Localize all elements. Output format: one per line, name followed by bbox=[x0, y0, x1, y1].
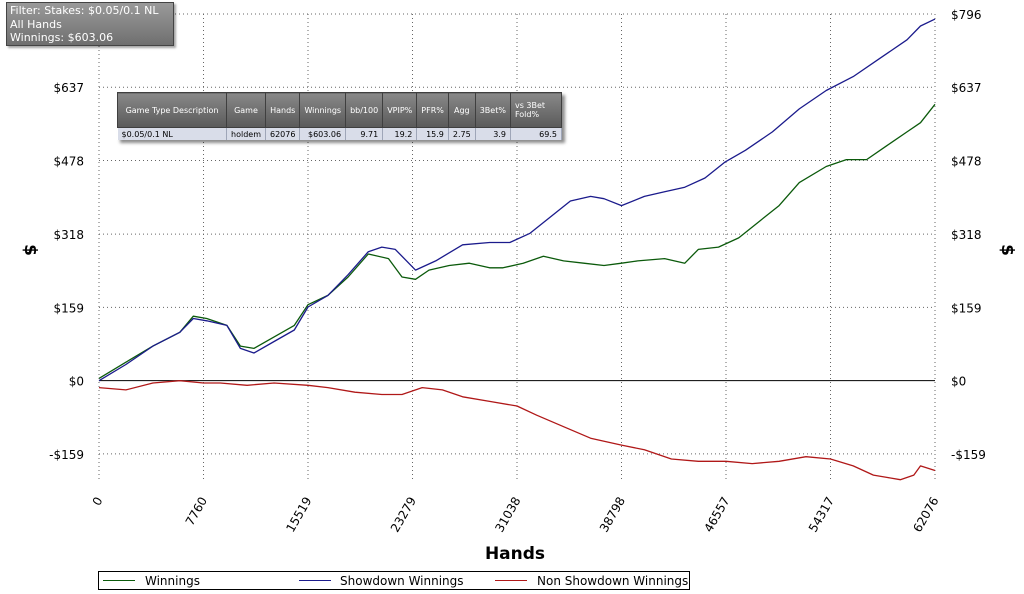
series-line-winnings bbox=[98, 103, 936, 379]
y-axis-label-left: $ bbox=[20, 244, 40, 256]
y-tick-label-right: $478 bbox=[951, 154, 982, 168]
header-game-type-description[interactable]: Game Type Description bbox=[117, 92, 227, 128]
header-agg[interactable]: Agg bbox=[447, 92, 476, 128]
filter-stakes-text: Filter: Stakes: $0.05/0.1 NL bbox=[10, 4, 159, 17]
cell-game: holdem bbox=[226, 127, 266, 140]
legend-swatch-showdown-winnings bbox=[299, 580, 331, 581]
header-vpip[interactable]: VPIP% bbox=[382, 92, 418, 128]
y-ticks-right: -$159 $0 $159 $318 $478 $637 $796 bbox=[951, 8, 986, 462]
x-grid-lines bbox=[98, 14, 936, 482]
y-tick-label-left: $478 bbox=[53, 154, 84, 168]
series-lines bbox=[98, 18, 936, 481]
series-line-showdown-winnings bbox=[98, 18, 936, 382]
header-winnings[interactable]: Winnings bbox=[299, 92, 347, 128]
y-tick-label-left: $0 bbox=[69, 375, 84, 389]
legend-label-showdown-winnings: Showdown Winnings bbox=[340, 574, 464, 588]
y-tick-label-right: $0 bbox=[951, 375, 966, 389]
x-tick-label: 38798 bbox=[597, 495, 628, 535]
cell-pfr: 15.9 bbox=[416, 127, 449, 140]
x-tick-label: 31038 bbox=[492, 495, 523, 535]
y-tick-label-right: $637 bbox=[951, 81, 982, 95]
y-tick-label-left: $637 bbox=[53, 81, 84, 95]
cell-vs-3bet-fold: 69.5 bbox=[510, 127, 562, 140]
cell-hands: 62076 bbox=[265, 127, 301, 140]
y-axis-label-right: $ bbox=[997, 244, 1017, 256]
y-ticks-left: -$159$0$159$318$478$637$796 bbox=[49, 8, 84, 462]
header-vs-3bet-fold[interactable]: vs 3Bet Fold% bbox=[509, 92, 562, 128]
filter-winnings-text: Winnings: $603.06 bbox=[10, 31, 114, 44]
legend-item-showdown-winnings[interactable]: Showdown Winnings bbox=[299, 573, 489, 589]
cell-3bet: 3.9 bbox=[475, 127, 511, 140]
x-tick-label: 0 bbox=[90, 495, 106, 509]
x-ticks: 0 7760 15519 23279 31038 38798 46557 54317 62076 bbox=[90, 495, 942, 535]
cell-winnings: $603.06 bbox=[299, 127, 347, 140]
cell-agg: 2.75 bbox=[448, 127, 476, 140]
legend-label-non-showdown-winnings: Non Showdown Winnings bbox=[537, 574, 689, 588]
filter-hands-text: All Hands bbox=[10, 17, 62, 31]
header-hands[interactable]: Hands bbox=[264, 92, 301, 128]
x-tick-label: 7760 bbox=[183, 495, 210, 528]
x-tick-label: 54317 bbox=[806, 495, 837, 535]
header-game[interactable]: Game bbox=[226, 92, 266, 128]
filter-summary-box: Filter: Stakes: $0.05/0.1 NL All Hands W… bbox=[6, 2, 174, 46]
x-tick-label: 46557 bbox=[701, 495, 732, 535]
legend-swatch-non-showdown-winnings bbox=[495, 580, 527, 581]
legend-label-winnings: Winnings bbox=[145, 574, 200, 588]
cell-bb-100: 9.71 bbox=[345, 127, 384, 140]
y-tick-label-left: $159 bbox=[53, 301, 84, 315]
y-grid-lines bbox=[99, 13, 935, 455]
y-tick-label-right: $318 bbox=[951, 228, 982, 242]
legend-item-non-showdown-winnings[interactable]: Non Showdown Winnings bbox=[495, 573, 689, 589]
stats-header-row: Game Type Description Game Hands Winning… bbox=[117, 92, 562, 128]
series-line-non-showdown-winnings bbox=[98, 380, 936, 481]
y-tick-label-right: $159 bbox=[951, 301, 982, 315]
legend-swatch-winnings bbox=[103, 580, 135, 581]
x-axis-label: Hands bbox=[485, 544, 545, 564]
y-tick-label-right: $796 bbox=[951, 8, 982, 22]
header-3bet[interactable]: 3Bet% bbox=[474, 92, 511, 128]
y-tick-label-left: -$159 bbox=[49, 448, 84, 462]
stats-data-row[interactable]: $0.05/0.1 NL holdem 62076 $603.06 9.71 1… bbox=[117, 127, 562, 140]
header-pfr[interactable]: PFR% bbox=[416, 92, 449, 128]
x-tick-label: 23279 bbox=[388, 495, 419, 535]
x-tick-label: 62076 bbox=[910, 495, 941, 535]
cell-game-type-description: $0.05/0.1 NL bbox=[117, 127, 227, 140]
header-bb-100[interactable]: bb/100 bbox=[345, 92, 384, 128]
y-tick-label-left: $318 bbox=[53, 228, 84, 242]
y-tick-label-right: -$159 bbox=[951, 448, 986, 462]
stats-table: Game Type Description Game Hands Winning… bbox=[117, 92, 562, 140]
chart-legend: Winnings Showdown Winnings Non Showdown … bbox=[98, 571, 690, 590]
x-tick-label: 15519 bbox=[283, 495, 314, 535]
legend-item-winnings[interactable]: Winnings bbox=[103, 573, 293, 589]
cell-vpip: 19.2 bbox=[382, 127, 418, 140]
